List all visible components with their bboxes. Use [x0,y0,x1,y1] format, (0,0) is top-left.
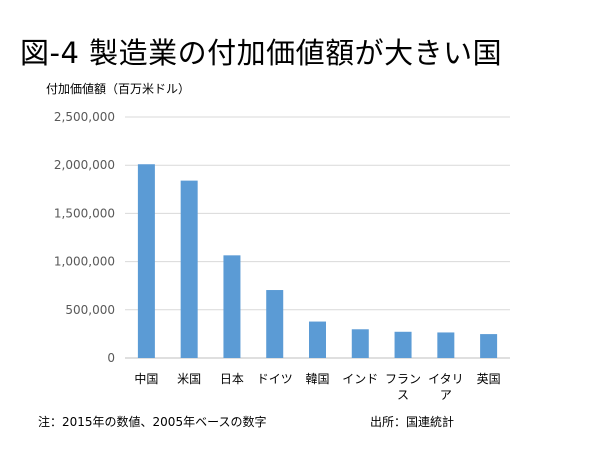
bar-米国 [180,180,198,358]
y-tick-label: 0 [107,351,115,365]
source-note: 出所：国連統計 [370,415,455,429]
bar-インド [351,329,369,358]
y-tick-label: 2,500,000 [54,110,115,124]
y-axis-label: 付加価値額（百万米ドル） [46,82,191,96]
chart-title: 図-4 製造業の付加価値額が大きい国 [20,36,503,70]
category-label: フランス [385,372,421,402]
bar-フランス [394,331,412,358]
bars [137,164,498,358]
category-label: 英国 [477,372,501,386]
y-tick-label: 1,000,000 [54,255,115,269]
category-label: インド [342,372,378,386]
y-tick-label: 500,000 [65,303,115,317]
y-tick-label: 1,500,000 [54,206,115,220]
footnote: 注：2015年の数値、2005年ベースの数字 [38,415,267,429]
bar-ドイツ [266,290,284,358]
category-label: イタリア [428,372,464,402]
bar-英国 [480,334,498,358]
category-label: ドイツ [257,372,293,386]
category-label: 中国 [134,371,158,386]
bar-イタリア [437,332,455,358]
bar-韓国 [309,321,326,358]
category-label: 日本 [220,372,244,386]
category-label: 米国 [177,372,201,386]
bar-日本 [223,255,241,358]
y-tick-labels: 0 500,000 1,000,000 1,500,000 2,000,000 2,500… [54,110,115,365]
category-label: 韓国 [305,372,329,386]
bar-chart: 0 500,000 1,000,000 1,500,000 2,000,000 2,500… [54,110,510,402]
y-tick-label: 2,000,000 [54,158,115,172]
bar-中国 [137,164,155,358]
